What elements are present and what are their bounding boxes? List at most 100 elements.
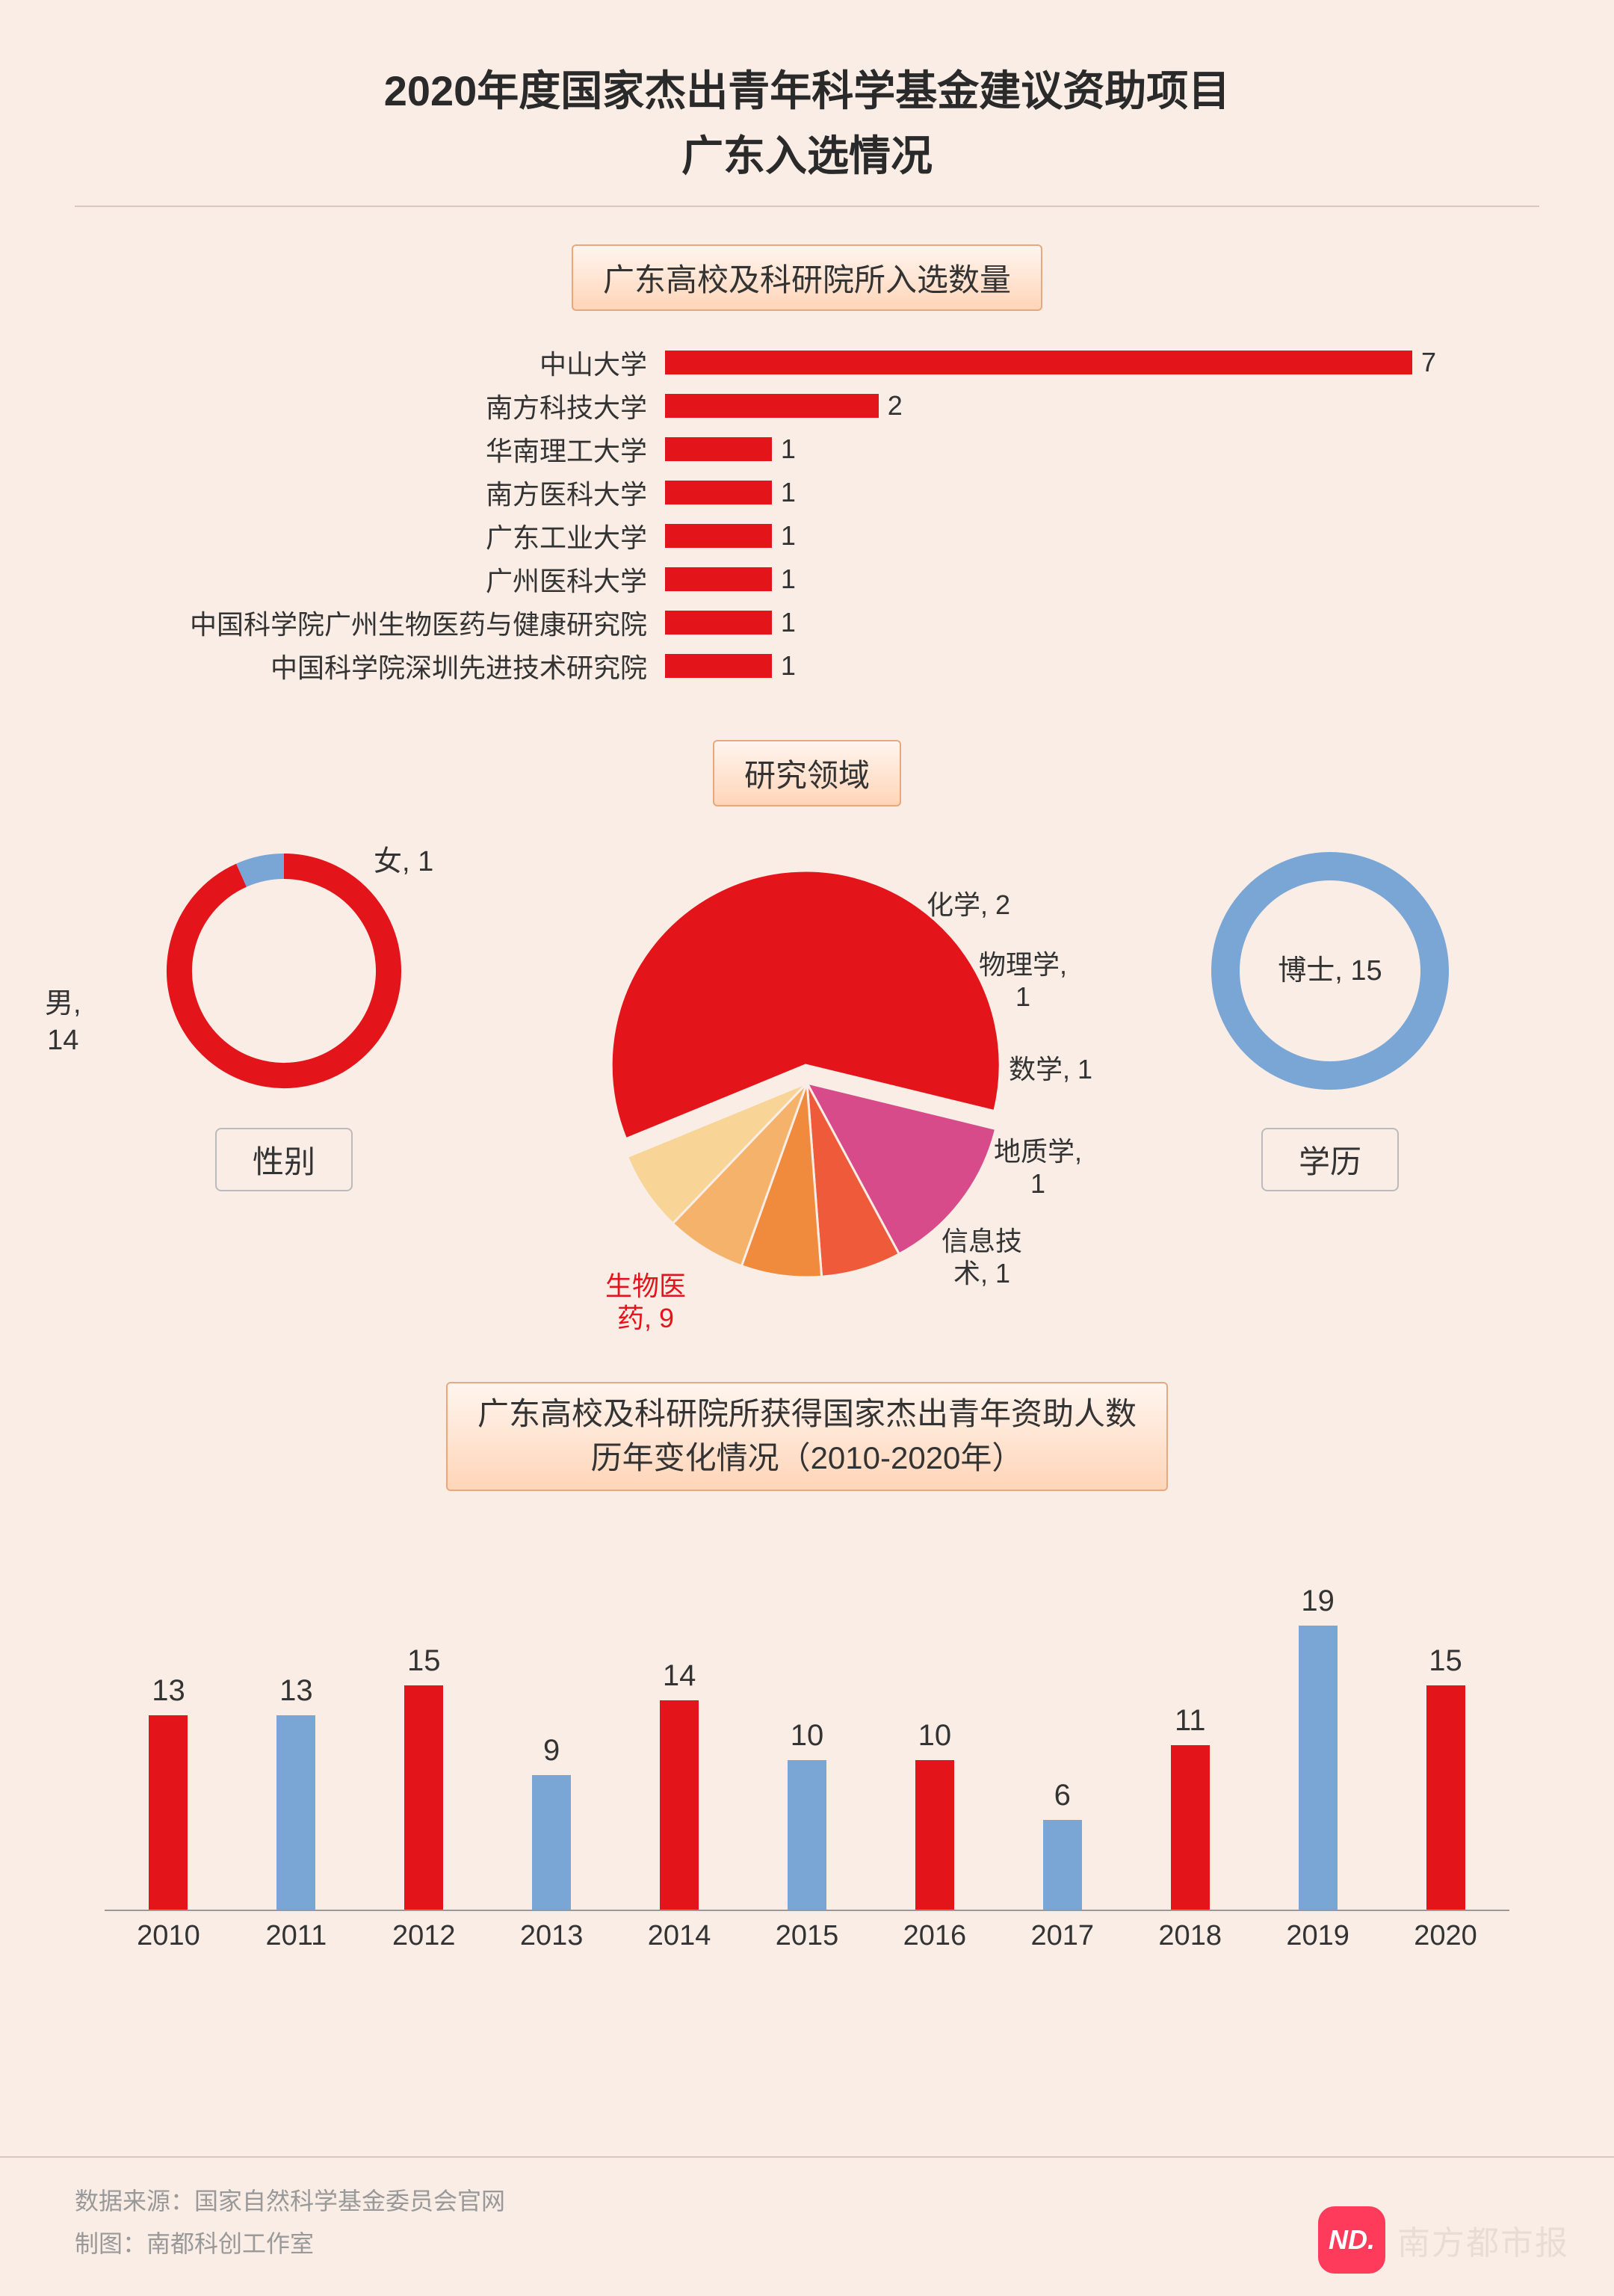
vbar-year: 2018	[1134, 1920, 1246, 1952]
vbar-year: 2020	[1390, 1920, 1502, 1952]
hbar-value: 1	[781, 433, 796, 465]
brand-icon: ND.	[1318, 2206, 1385, 2274]
hbar-label: 南方科技大学	[172, 386, 665, 425]
hbar-row: 中国科学院深圳先进技术研究院 1	[172, 644, 1442, 688]
vbar-col: 15	[1390, 1644, 1502, 1910]
hbar-row: 广州医科大学 1	[172, 558, 1442, 601]
vbar-year: 2012	[368, 1920, 480, 1952]
hbar-row: 中山大学 7	[172, 341, 1442, 384]
vbar-col: 14	[623, 1659, 735, 1910]
pie-label: 物理学, 1	[979, 948, 1067, 1013]
footer: 数据来源：国家自然科学基金委员会官网 制图：南都科创工作室 ND. 南方都市报	[0, 2156, 1614, 2296]
hbar-row: 南方科技大学 2	[172, 384, 1442, 428]
pie-label: 生物医 药, 9	[605, 1270, 686, 1334]
vbar-value: 13	[279, 1674, 313, 1708]
hbar-row: 华南理工大学 1	[172, 428, 1442, 471]
gender-title: 性别	[215, 1128, 353, 1191]
vbar-value: 13	[152, 1674, 185, 1708]
hbar-value: 2	[888, 390, 903, 422]
hbar-row: 广东工业大学1	[172, 514, 1442, 558]
hbar-fill	[665, 437, 772, 461]
hbar-label: 华南理工大学	[172, 430, 665, 469]
hbar-fill	[665, 481, 772, 504]
vbar-year: 2019	[1262, 1920, 1374, 1952]
vbar-year: 2014	[623, 1920, 735, 1952]
gender-label-female: 女, 1	[374, 844, 433, 880]
vbar-fill	[788, 1760, 826, 1910]
vbar-fill	[532, 1775, 571, 1910]
hbar-label: 中国科学院深圳先进技术研究院	[172, 646, 665, 685]
vbar-fill	[149, 1715, 188, 1910]
pie-label: 数学, 1	[1009, 1053, 1092, 1085]
university-bar-chart: 中山大学7南方科技大学2华南理工大学1南方医科大学1广东工业大学1广州医科大学1…	[172, 341, 1442, 688]
hbar-label: 南方医科大学	[172, 473, 665, 512]
hbar-fill	[665, 654, 772, 678]
gender-label-male: 男,14	[45, 986, 81, 1060]
hbar-label: 中国科学院广州生物医药与健康研究院	[172, 603, 665, 642]
vbar-year: 2011	[240, 1920, 352, 1952]
brand-text: 南方都市报	[1397, 2216, 1569, 2264]
vbar-fill	[1299, 1626, 1338, 1910]
hbar-fill	[665, 611, 772, 635]
vbar-fill	[915, 1760, 954, 1910]
vbar-year: 2017	[1007, 1920, 1119, 1952]
vbar-value: 15	[1429, 1644, 1462, 1678]
vbar-col: 13	[112, 1674, 224, 1910]
trend-header: 广东高校及科研院所获得国家杰出青年资助人数 历年变化情况（2010-2020年）	[446, 1382, 1168, 1491]
hbar-value: 1	[781, 477, 796, 508]
vbar-col: 13	[240, 1674, 352, 1910]
vbar-value: 10	[791, 1719, 824, 1753]
hbar-label: 广州医科大学	[172, 560, 665, 599]
pie-label: 地质学, 1	[994, 1135, 1082, 1200]
pie-label: 信息技 术, 1	[942, 1225, 1022, 1289]
vbar-year: 2015	[751, 1920, 863, 1952]
hbar-label: 中山大学	[172, 343, 665, 382]
vbar-fill	[404, 1685, 443, 1910]
hbar-label: 广东工业大学	[172, 516, 665, 555]
vbar-fill	[276, 1715, 315, 1910]
vbar-fill	[1426, 1685, 1465, 1910]
vbar-value: 15	[407, 1644, 441, 1678]
field-header: 研究领域	[713, 740, 901, 806]
vbar-col: 10	[879, 1719, 991, 1910]
title-divider	[75, 206, 1539, 207]
hbar-value: 1	[781, 564, 796, 595]
hbar-fill	[665, 351, 1412, 374]
hbar-fill	[665, 524, 772, 548]
vbar-col: 11	[1134, 1704, 1246, 1910]
field-pie-block: 化学, 2物理学, 1数学, 1地质学, 1信息技 术, 1生物医 药, 9	[478, 836, 1136, 1322]
vbar-fill	[1171, 1745, 1210, 1910]
vbar-col: 19	[1262, 1584, 1374, 1910]
gender-donut-block: 性别 男,14女, 1	[105, 836, 463, 1191]
trend-axis	[105, 1910, 1509, 1911]
vbar-col: 6	[1007, 1779, 1119, 1910]
vbar-value: 6	[1054, 1779, 1071, 1812]
vbar-value: 9	[543, 1734, 560, 1768]
section1-header: 广东高校及科研院所入选数量	[572, 244, 1042, 311]
svg-text:博士, 15: 博士, 15	[1278, 955, 1382, 987]
edu-title: 学历	[1261, 1128, 1399, 1191]
brand: ND. 南方都市报	[1318, 2206, 1569, 2274]
vbar-year: 2013	[495, 1920, 607, 1952]
edu-donut: 博士, 15	[1196, 836, 1465, 1105]
vbar-fill	[660, 1700, 699, 1910]
vbar-col: 10	[751, 1719, 863, 1910]
hbar-row: 南方医科大学 1	[172, 471, 1442, 514]
pie-label: 化学, 2	[927, 889, 1010, 921]
vbar-value: 14	[663, 1659, 696, 1693]
hbar-value: 1	[781, 650, 796, 682]
main-subtitle: 广东入选情况	[75, 123, 1539, 183]
edu-donut-block: 博士, 15 学历	[1151, 836, 1509, 1191]
hbar-value: 7	[1421, 347, 1436, 378]
hbar-row: 中国科学院广州生物医药与健康研究院 1	[172, 601, 1442, 644]
main-title: 2020年度国家杰出青年科学基金建议资助项目	[75, 60, 1539, 123]
hbar-value: 1	[781, 607, 796, 638]
vbar-col: 9	[495, 1734, 607, 1910]
vbar-year: 2010	[112, 1920, 224, 1952]
vbar-col: 15	[368, 1644, 480, 1910]
trend-xlabels: 2010 2011 2012 2013 2014 2015 2016 2017 2018 2019…	[105, 1920, 1509, 1952]
hbar-fill	[665, 567, 772, 591]
trend-bar-chart: 13 13 15 9 14 10 10 6 1119 15	[105, 1521, 1509, 1910]
vbar-year: 2016	[879, 1920, 991, 1952]
hbar-fill	[665, 394, 879, 418]
